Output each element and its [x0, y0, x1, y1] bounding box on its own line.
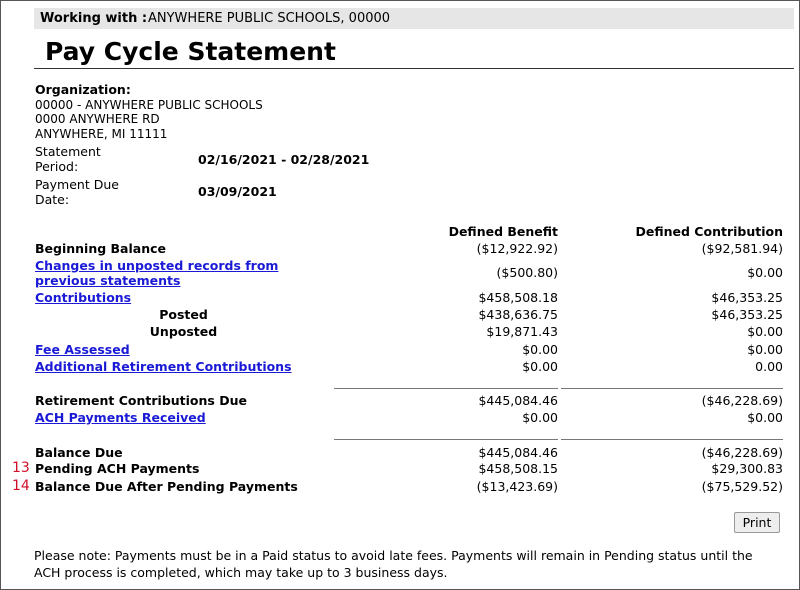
working-with-label: Working with :	[40, 11, 148, 26]
org-line: ANYWHERE, MI 11111	[35, 127, 168, 141]
column-header: Defined Benefit	[448, 224, 558, 239]
row-value: $29,300.83	[711, 461, 783, 476]
row-value: $0.00	[522, 410, 558, 425]
row-label: Unposted	[149, 324, 218, 339]
org-line: 00000 - ANYWHERE PUBLIC SCHOOLS	[35, 98, 263, 112]
row-value: ($92,581.94)	[701, 241, 783, 256]
row-label: Balance Due	[35, 445, 123, 460]
row-value: $0.00	[747, 265, 783, 280]
row-label: Beginning Balance	[35, 241, 166, 256]
org-line: 0000 ANYWHERE RD	[35, 112, 160, 126]
note: Please note: Payments must be in a Paid …	[34, 548, 753, 580]
row-label: Posted	[159, 307, 208, 322]
row-value: ($75,529.52)	[701, 479, 783, 494]
due-date-value: 03/09/2021	[198, 184, 277, 199]
row-value: ($12,922.92)	[476, 241, 558, 256]
row-value: 0.00	[755, 359, 783, 374]
row-value: ($46,228.69)	[701, 393, 783, 408]
row-link[interactable]: Contributions	[35, 290, 132, 305]
org-label: Organization:	[35, 82, 131, 97]
separator	[334, 388, 558, 389]
title-rule	[34, 68, 794, 69]
separator	[334, 439, 558, 440]
page-title: Pay Cycle Statement	[45, 37, 336, 66]
row-link[interactable]: Additional Retirement Contributions	[35, 359, 292, 374]
row-value: ($500.80)	[496, 265, 558, 280]
row-value: $46,353.25	[711, 290, 783, 305]
row-label: Balance Due After Pending Payments	[35, 479, 298, 494]
row-label: Retirement Contributions Due	[35, 393, 247, 408]
row-link[interactable]: Changes in unposted records from previou…	[35, 258, 279, 288]
row-value: $445,084.46	[478, 393, 558, 408]
row-link[interactable]: Fee Assessed	[35, 342, 130, 357]
row-value: ($46,228.69)	[701, 445, 783, 460]
row-value: ($13,423.69)	[476, 479, 558, 494]
row-value: $438,636.75	[478, 307, 558, 322]
period-label: Statement Period:	[35, 144, 101, 174]
working-with-value: ANYWHERE PUBLIC SCHOOLS, 00000	[148, 11, 391, 26]
row-value: $46,353.25	[711, 307, 783, 322]
column-header: Defined Contribution	[635, 224, 783, 239]
row-value: $19,871.43	[486, 324, 558, 339]
row-marker: 13	[12, 460, 30, 476]
separator	[561, 439, 783, 440]
row-link[interactable]: ACH Payments Received	[35, 410, 206, 425]
row-value: $0.00	[747, 342, 783, 357]
print-button[interactable]: Print	[734, 512, 780, 533]
row-value: $0.00	[522, 342, 558, 357]
row-label: Pending ACH Payments	[35, 461, 200, 476]
period-value: 02/16/2021 - 02/28/2021	[198, 152, 370, 167]
separator	[561, 388, 783, 389]
row-marker: 14	[12, 478, 30, 494]
due-date-label: Payment Due Date:	[35, 177, 119, 207]
row-value: $445,084.46	[478, 445, 558, 460]
row-value: $0.00	[522, 359, 558, 374]
row-value: $0.00	[747, 410, 783, 425]
row-value: $458,508.18	[478, 290, 558, 305]
context-bar	[34, 8, 794, 29]
row-value: $0.00	[747, 324, 783, 339]
row-value: $458,508.15	[478, 461, 558, 476]
